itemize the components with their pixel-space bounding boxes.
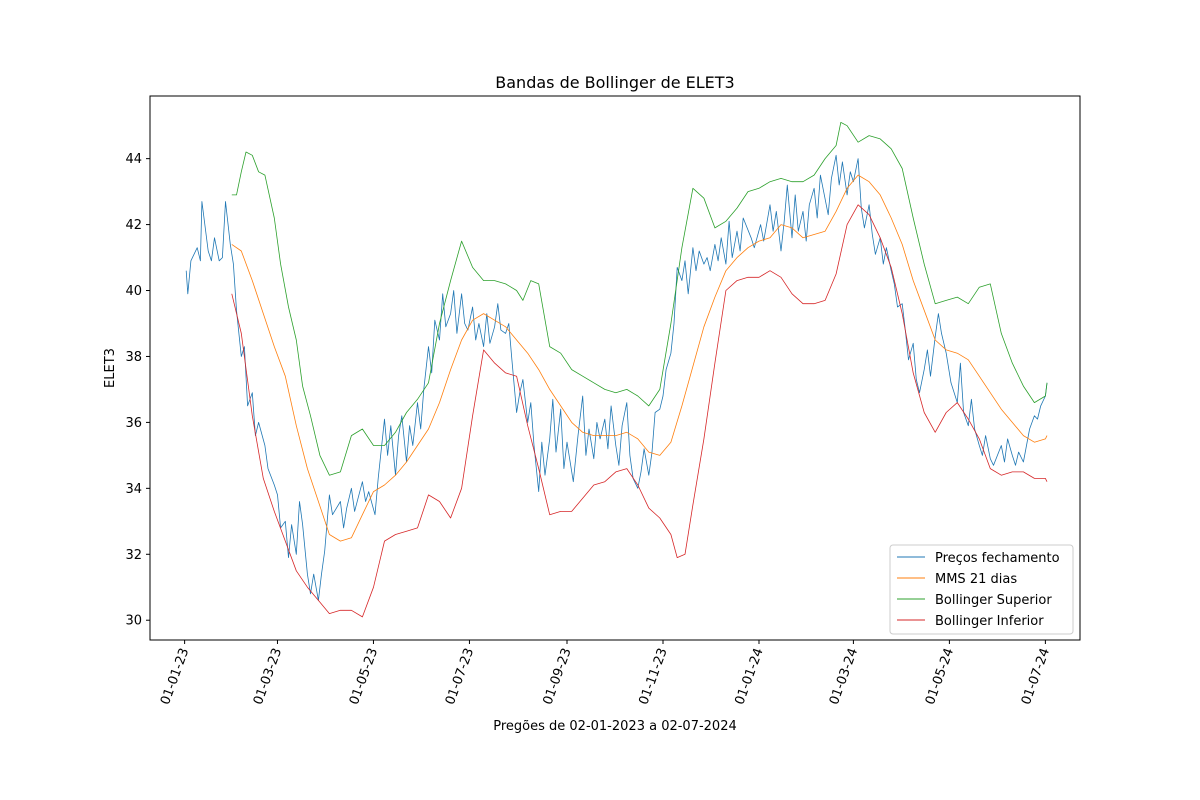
y-tick-label: 36 — [125, 416, 142, 431]
legend-label: Bollinger Inferior — [935, 614, 1044, 629]
series-line-2 — [231, 174, 1048, 542]
plot-lines — [185, 122, 1048, 618]
legend-label: Preços fechamento — [935, 551, 1060, 566]
series-line-4 — [231, 204, 1048, 618]
y-tick-label: 30 — [125, 614, 142, 629]
y-tick-label: 32 — [125, 548, 142, 563]
y-axis: 30 32 34 36 38 40 42 44 — [125, 152, 150, 629]
y-axis-title: ELET3 — [103, 348, 118, 388]
y-tick-label: 42 — [125, 218, 142, 233]
legend-label: Bollinger Superior — [935, 593, 1052, 608]
x-axis-title: Pregões de 02-01-2023 a 02-07-2024 — [493, 719, 737, 734]
series-line-3 — [231, 122, 1048, 476]
y-tick-label: 40 — [125, 284, 142, 299]
y-tick-label: 38 — [125, 350, 142, 365]
y-tick-label: 44 — [125, 152, 142, 167]
legend: Preços fechamento MMS 21 dias Bollinger Su… — [889, 544, 1074, 635]
chart-title: Bandas de Bollinger de ELET3 — [495, 73, 734, 92]
legend-box — [889, 544, 1074, 635]
series-line-1 — [185, 154, 1048, 601]
plot-frame — [149, 95, 1081, 641]
legend-label: MMS 21 dias — [935, 572, 1017, 587]
y-tick-label: 34 — [125, 482, 142, 497]
